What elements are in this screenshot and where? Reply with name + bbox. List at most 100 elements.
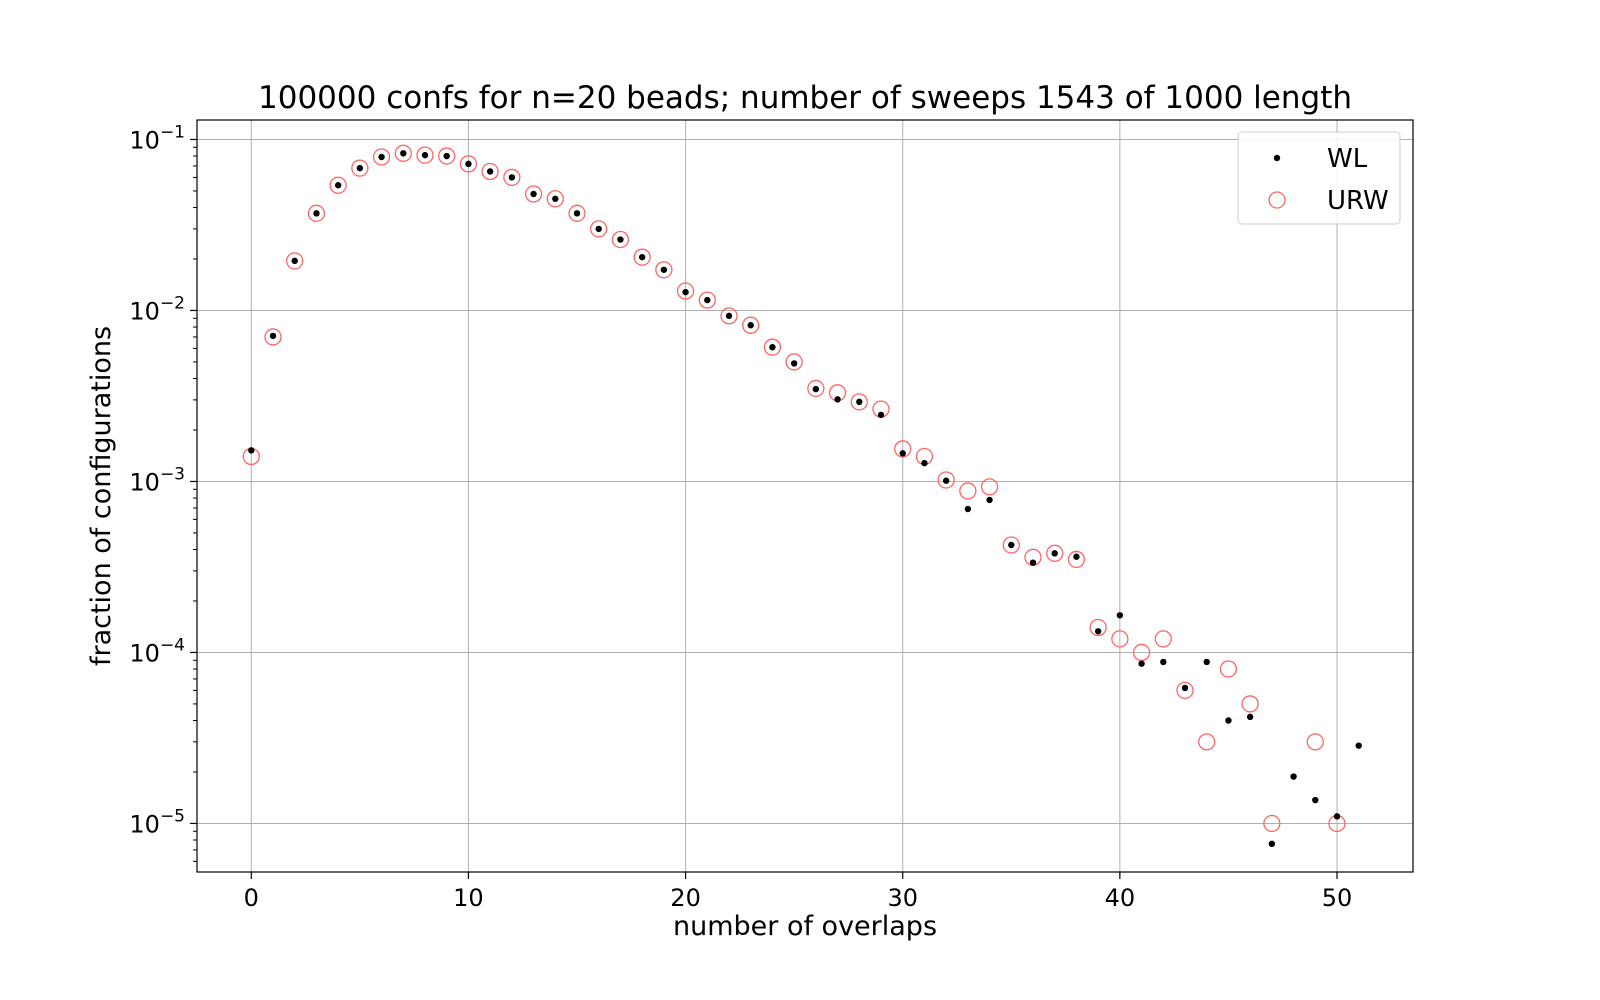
point-urw [807,379,825,398]
point-wl [660,266,668,273]
point-urw [1067,550,1086,569]
series-wl [248,150,1362,848]
x-tick-label: 20 [670,884,701,912]
point-wl [725,312,733,320]
legend-label-urw: URW [1327,186,1389,216]
plot-area-frame [197,120,1413,872]
point-urw [1002,536,1020,554]
point-wl [508,174,516,181]
point-wl [986,496,993,504]
point-wl [291,257,298,265]
point-wl [269,332,277,340]
point-urw [590,220,608,238]
point-wl [899,450,906,457]
point-urw [459,155,478,173]
point-urw [568,204,586,222]
chart-title: 100000 confs for n=20 beads; number of s… [258,80,1352,116]
point-urw [481,162,499,181]
point-wl [812,385,820,393]
point-wl [964,505,972,513]
point-urw [1046,544,1064,562]
point-wl [1246,713,1254,721]
point-urw [286,252,304,270]
point-wl [400,150,407,157]
grid [197,120,1413,872]
point-wl [1029,559,1037,566]
point-wl [1181,684,1189,692]
point-wl [1290,773,1297,780]
point-urw [416,146,434,164]
point-urw [937,471,955,489]
y-tick-label: 10−4 [129,635,185,667]
point-urw [633,248,651,266]
point-wl [1051,550,1058,557]
legend-box [1237,131,1401,225]
point-wl [856,398,863,406]
point-wl [877,411,885,419]
point-wl [747,322,754,329]
x-tick-label: 0 [244,884,259,912]
point-wl [1312,796,1319,804]
point-wl [1008,541,1015,549]
point-wl [1138,660,1145,667]
point-urw [763,338,782,356]
y-tick-label: 10−3 [129,464,185,496]
point-wl [356,164,364,172]
point-wl [834,396,841,403]
y-tick-base: 10 [129,639,160,667]
point-urw [307,204,326,222]
point-urw [1132,643,1151,662]
x-tick-label: 40 [1105,884,1136,912]
point-wl [421,151,429,159]
y-tick-base: 10 [129,810,160,838]
point-urw [611,230,630,249]
point-urw [524,185,543,203]
point-urw [1176,681,1194,700]
point-wl [1203,658,1210,666]
point-wl [638,253,646,261]
point-wl [1268,840,1276,848]
point-urw [980,478,999,496]
point-wl [486,168,494,175]
legend-label-wl: WL [1327,144,1368,174]
point-urw [698,291,716,309]
y-tick-label: 10−1 [129,122,185,154]
point-urw [676,282,695,300]
point-wl [552,195,559,202]
y-tick-base: 10 [129,468,160,496]
point-urw [1263,814,1281,833]
point-urw [546,190,564,208]
y-tick-exponent: −4 [160,635,185,655]
y-tick-label: 10−5 [129,806,185,838]
point-wl [334,182,342,189]
legend: WL URW [1237,131,1401,225]
x-tick-label: 10 [453,884,484,912]
point-wl [682,288,689,296]
y-tick-exponent: −1 [160,122,185,142]
point-urw [785,353,803,371]
point-urw [503,168,521,187]
point-wl [1355,742,1362,749]
point-urw [894,440,912,458]
point-wl [704,296,711,304]
point-urw [351,159,369,177]
y-tick-exponent: −3 [160,464,185,484]
point-wl [769,343,776,351]
point-urw [1241,695,1259,713]
legend-marker-urw [1268,191,1286,209]
point-urw [742,316,760,334]
point-wl [1116,612,1124,619]
point-wl [573,210,581,217]
point-urw [1111,630,1129,648]
point-urw [372,148,391,166]
point-urw [655,261,673,279]
point-urw [329,176,347,194]
x-tick-label: 30 [887,884,918,912]
plot-area-border [196,119,1414,873]
point-urw [438,147,456,165]
point-wl [790,360,798,367]
point-wl [595,225,602,233]
point-wl [1333,813,1341,820]
